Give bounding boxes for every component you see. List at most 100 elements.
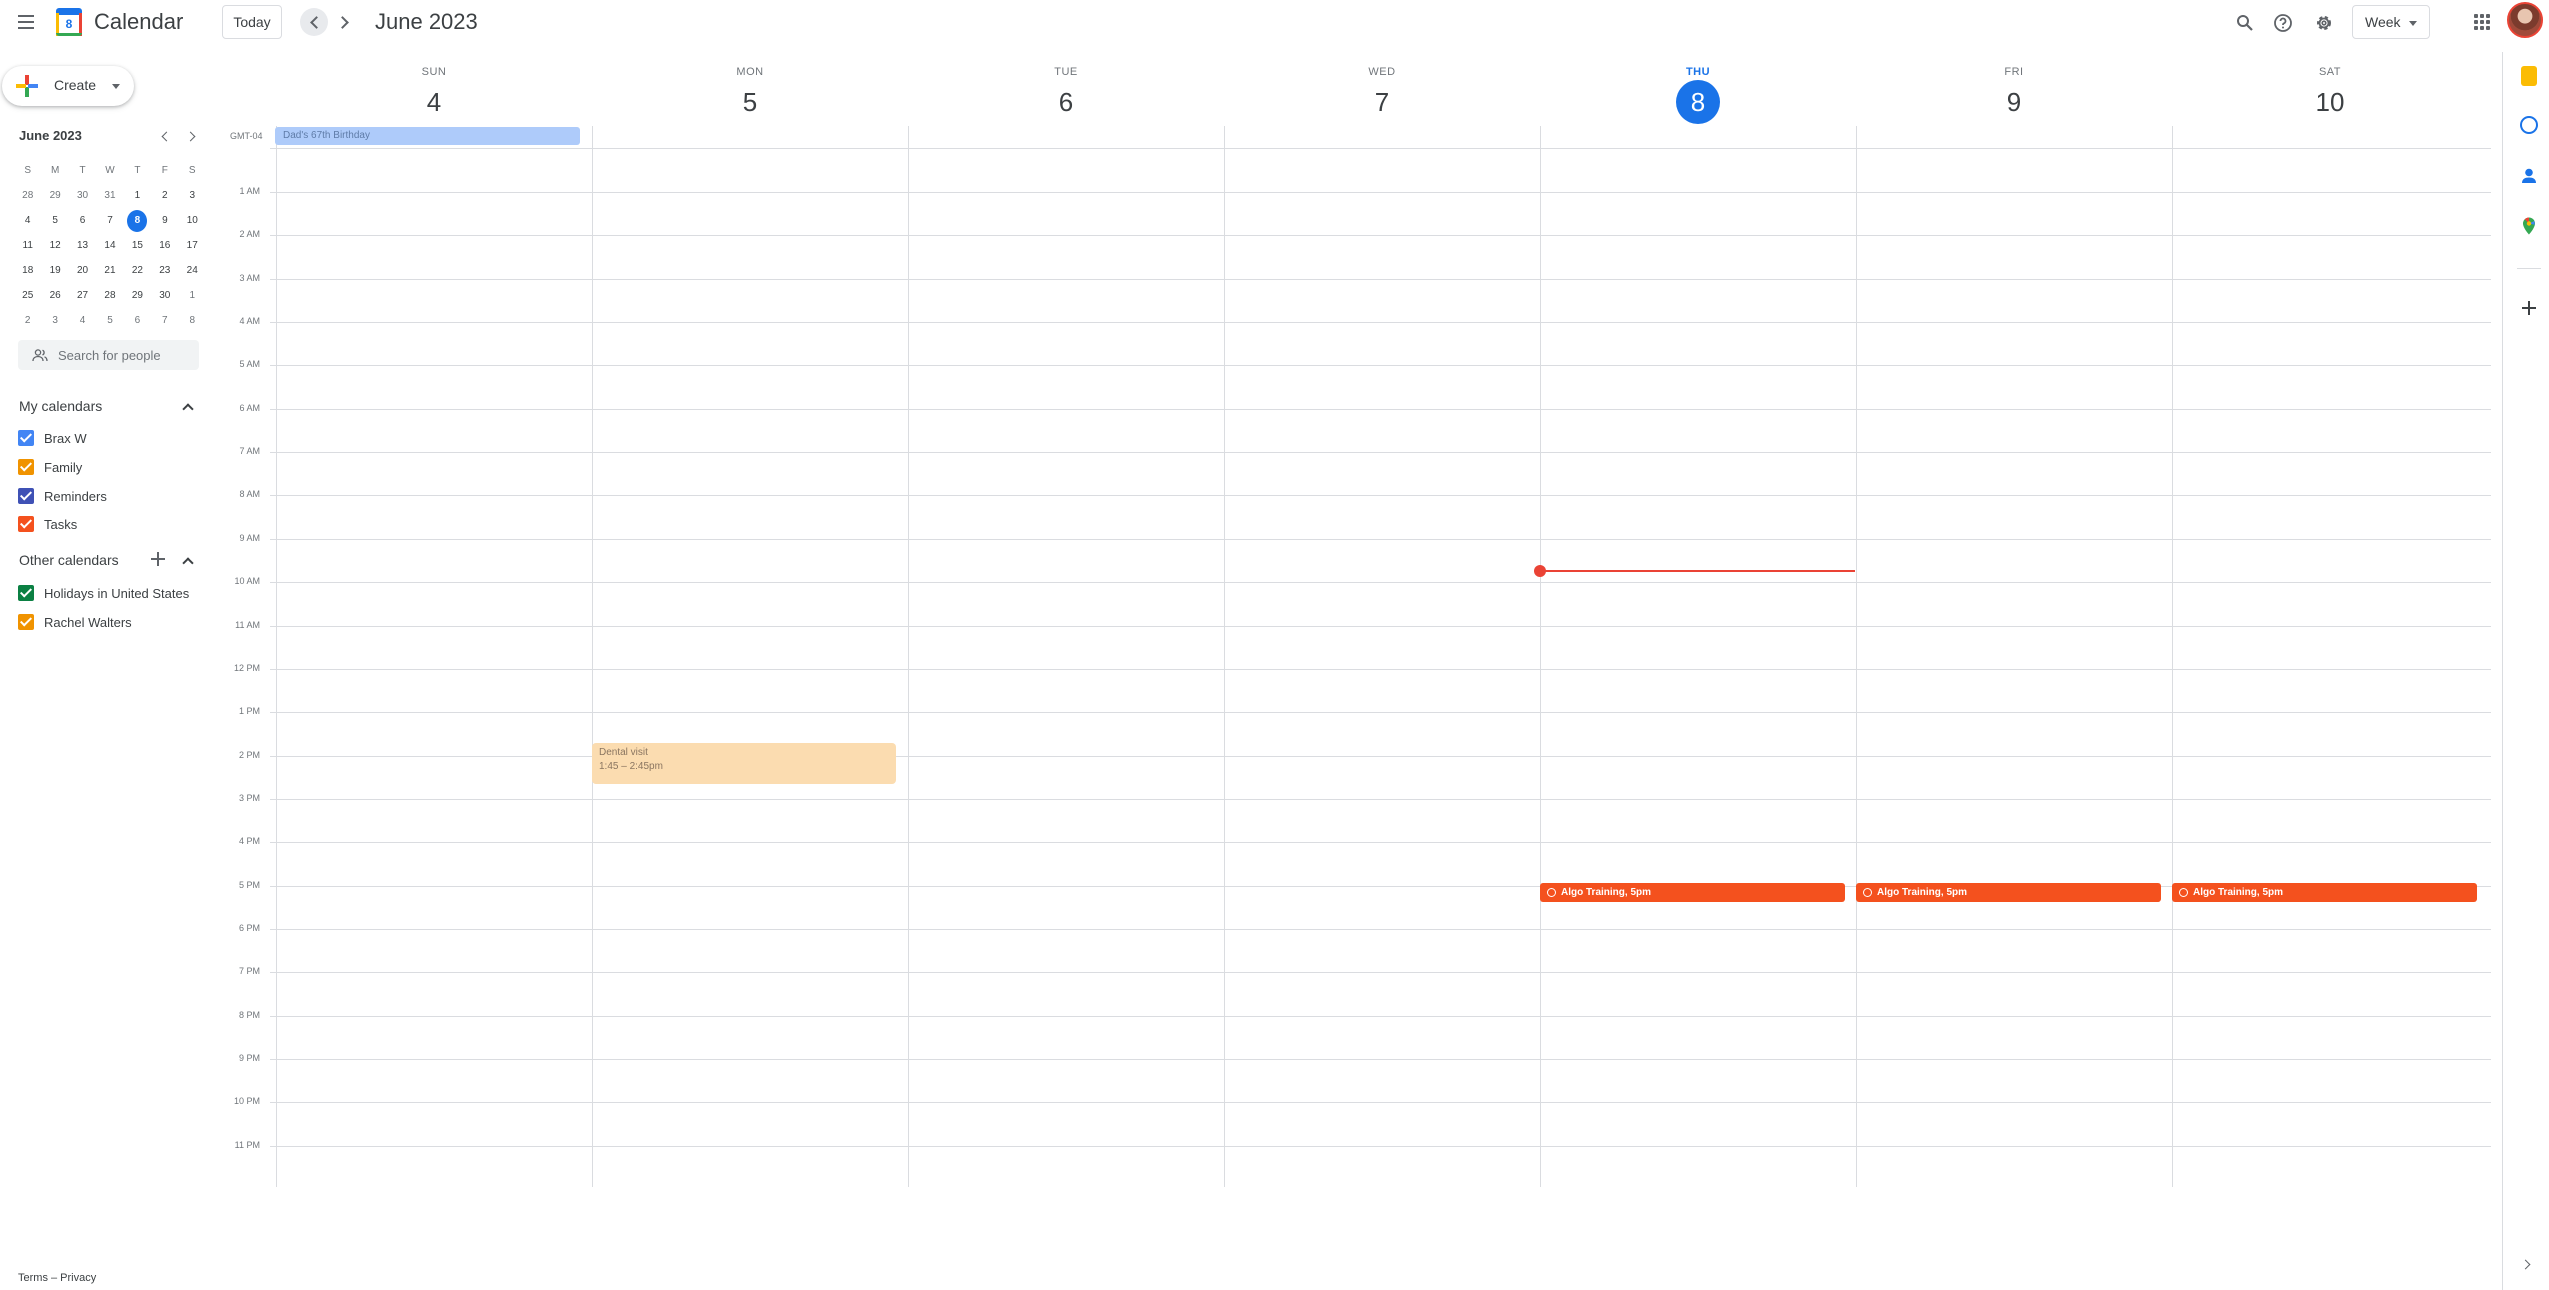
event-dental-visit[interactable]: Dental visit 1:45 – 2:45pm	[592, 743, 896, 784]
mini-calendar-day[interactable]: 28	[104, 289, 116, 301]
mini-calendar-day[interactable]: 9	[162, 214, 168, 226]
task-algo-training-sat[interactable]: Algo Training, 5pm	[2172, 883, 2477, 902]
mini-calendar-day[interactable]: 2	[162, 189, 168, 201]
mini-calendar-day[interactable]: 10	[186, 214, 198, 226]
mini-calendar-day[interactable]: 27	[76, 289, 89, 301]
day-header-thu-today[interactable]: THU 8	[1540, 66, 1856, 124]
day-header-fri[interactable]: FRI 9	[1856, 66, 2172, 124]
mini-calendar-previous-month[interactable]	[155, 127, 173, 145]
show-side-panel-chevron-icon[interactable]	[2520, 1258, 2536, 1272]
day-header-number[interactable]: 9	[2006, 87, 2022, 117]
mini-calendar-day[interactable]: 1	[134, 189, 141, 201]
mini-calendar-day[interactable]: 12	[49, 239, 61, 251]
mini-calendar-day[interactable]: 14	[104, 239, 116, 251]
mini-calendar-day[interactable]: 17	[186, 239, 198, 251]
mini-calendar-day[interactable]: 7	[107, 214, 113, 226]
mini-calendar-day[interactable]: 25	[22, 289, 34, 301]
chevron-down-icon[interactable]	[112, 84, 120, 89]
main-menu-icon[interactable]	[10, 11, 42, 33]
google-apps-grid-icon[interactable]	[2468, 8, 2496, 36]
calendar-item-family[interactable]: Family	[18, 456, 82, 478]
mini-calendar-day[interactable]: 21	[104, 264, 116, 276]
get-add-ons-plus-icon[interactable]	[2519, 298, 2539, 318]
mini-calendar-day[interactable]: 18	[22, 264, 34, 276]
add-other-calendar-plus-icon[interactable]	[149, 550, 167, 568]
mini-calendar-day[interactable]: 20	[76, 264, 89, 276]
checkbox-checked-icon[interactable]	[18, 614, 34, 630]
mini-calendar-day[interactable]: 26	[49, 289, 61, 301]
maps-icon[interactable]	[2519, 216, 2539, 236]
mini-calendar-day[interactable]: 3	[189, 189, 196, 201]
mini-calendar-day[interactable]: 4	[24, 214, 31, 226]
mini-calendar-day[interactable]: 19	[49, 264, 61, 276]
mini-calendar-day[interactable]: 5	[107, 314, 113, 326]
day-header-mon[interactable]: MON 5	[592, 66, 908, 124]
view-switcher-dropdown[interactable]: Week	[2352, 5, 2430, 39]
checkbox-checked-icon[interactable]	[18, 585, 34, 601]
day-header-number[interactable]: 5	[742, 87, 758, 117]
keep-icon[interactable]	[2521, 66, 2537, 86]
mini-calendar-next-month[interactable]	[183, 127, 201, 145]
day-header-tue[interactable]: TUE 6	[908, 66, 1224, 124]
mini-calendar-day[interactable]: 6	[79, 214, 86, 226]
calendar-item-rachel-walters[interactable]: Rachel Walters	[18, 611, 132, 633]
mini-calendar-day[interactable]: 16	[159, 239, 171, 251]
day-header-number[interactable]: 4	[426, 87, 442, 117]
account-avatar[interactable]	[2507, 2, 2543, 38]
mini-calendar-day[interactable]: 24	[186, 264, 198, 276]
mini-calendar-day[interactable]: 2	[24, 314, 31, 326]
day-header-sun[interactable]: SUN 4	[276, 66, 592, 124]
mini-calendar-day[interactable]: 13	[76, 239, 89, 251]
mini-calendar-day[interactable]: 30	[76, 189, 89, 201]
mini-calendar-day[interactable]: 4	[79, 314, 86, 326]
mini-calendar-day[interactable]: 5	[52, 214, 58, 226]
mini-calendar-day[interactable]: 3	[52, 314, 58, 326]
checkbox-checked-icon[interactable]	[18, 488, 34, 504]
app-title[interactable]: Calendar	[94, 9, 184, 34]
next-week-button[interactable]	[330, 8, 358, 36]
mini-calendar-day[interactable]: 8	[189, 314, 196, 326]
search-people-input[interactable]: Search for people	[18, 340, 199, 370]
mini-calendar-day[interactable]: 11	[22, 239, 33, 251]
calendar-item-tasks[interactable]: Tasks	[18, 513, 77, 535]
mini-calendar-day[interactable]: 22	[131, 264, 143, 276]
settings-gear-icon[interactable]	[2309, 8, 2339, 38]
previous-week-button[interactable]	[300, 8, 328, 36]
tasks-icon[interactable]	[2520, 116, 2538, 134]
day-header-number[interactable]: 7	[1374, 87, 1390, 117]
create-button[interactable]: Create	[2, 66, 134, 106]
mini-calendar-day[interactable]: 23	[159, 264, 171, 276]
terms-privacy-links[interactable]: Terms – Privacy	[18, 1272, 97, 1284]
mini-calendar-day[interactable]: 29	[49, 189, 61, 201]
mini-calendar-day[interactable]: 7	[162, 314, 168, 326]
mini-calendar-day[interactable]: 6	[134, 314, 141, 326]
mini-calendar-day-selected[interactable]: 8	[127, 209, 148, 232]
all-day-event-birthday[interactable]: Dad's 67th Birthday	[275, 127, 580, 145]
checkbox-checked-icon[interactable]	[18, 516, 34, 532]
day-header-wed[interactable]: WED 7	[1224, 66, 1540, 124]
help-icon[interactable]	[2268, 8, 2298, 38]
day-header-number[interactable]: 6	[1058, 87, 1074, 117]
contacts-icon[interactable]	[2519, 166, 2539, 186]
checkbox-checked-icon[interactable]	[18, 430, 34, 446]
day-header-number-today[interactable]: 8	[1676, 80, 1720, 124]
calendar-item-holidays[interactable]: Holidays in United States	[18, 582, 189, 604]
checkbox-checked-icon[interactable]	[18, 459, 34, 475]
mini-calendar-day[interactable]: 30	[159, 289, 171, 301]
task-algo-training-fri[interactable]: Algo Training, 5pm	[1856, 883, 2161, 902]
day-header-sat[interactable]: SAT 10	[2172, 66, 2488, 124]
task-algo-training-thu[interactable]: Algo Training, 5pm	[1540, 883, 1845, 902]
collapse-other-calendars-icon[interactable]	[179, 551, 199, 571]
mini-calendar-day[interactable]: 31	[104, 189, 116, 201]
other-calendars-heading[interactable]: Other calendars	[19, 552, 119, 568]
calendar-item-reminders[interactable]: Reminders	[18, 485, 107, 507]
calendar-item-brax-w[interactable]: Brax W	[18, 427, 87, 449]
mini-calendar-day[interactable]: 1	[189, 289, 196, 301]
mini-calendar-day[interactable]: 15	[131, 239, 143, 251]
search-icon[interactable]	[2230, 8, 2260, 38]
mini-calendar-day[interactable]: 29	[131, 289, 143, 301]
today-button[interactable]: Today	[222, 5, 282, 39]
my-calendars-heading[interactable]: My calendars	[19, 398, 103, 414]
collapse-my-calendars-icon[interactable]	[179, 397, 199, 417]
day-header-number[interactable]: 10	[2315, 87, 2345, 117]
